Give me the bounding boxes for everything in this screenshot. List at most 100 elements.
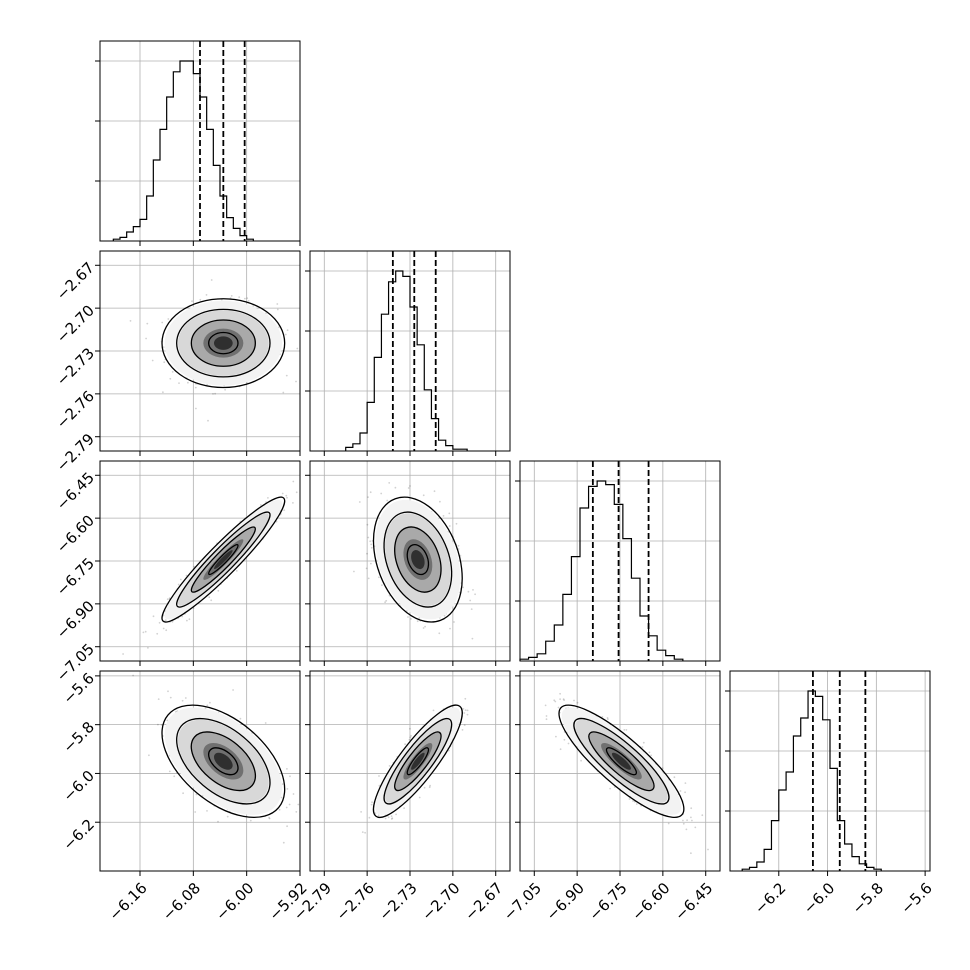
- scatter-point: [467, 590, 470, 593]
- scatter-point: [226, 815, 229, 818]
- contour-line: [208, 747, 239, 776]
- x-tick-label: −6.90: [543, 879, 588, 924]
- contour-line: [406, 543, 430, 576]
- x-tick-label: −6.08: [159, 879, 204, 924]
- scatter-point: [386, 499, 389, 502]
- scatter-point: [625, 729, 628, 731]
- scatter-point: [691, 819, 693, 822]
- scatter-point: [206, 704, 209, 707]
- scatter-point: [545, 715, 548, 717]
- scatter-point: [448, 525, 451, 527]
- scatter-point: [199, 298, 202, 301]
- x-tick-label: −6.16: [106, 879, 151, 924]
- scatter-point: [390, 815, 393, 818]
- contour-line: [394, 731, 442, 792]
- panel-frame: [519, 670, 721, 872]
- scatter-point: [370, 543, 373, 546]
- scatter-point: [462, 708, 465, 710]
- scatter-point: [286, 825, 288, 828]
- scatter-point: [164, 619, 167, 622]
- scatter-point: [377, 814, 380, 817]
- scatter-point: [391, 817, 394, 820]
- scatter-point: [144, 630, 147, 633]
- scatter-point: [162, 346, 165, 348]
- contour-line: [558, 704, 685, 818]
- scatter-point: [374, 812, 377, 815]
- scatter-point: [230, 295, 233, 297]
- scatter-point: [292, 793, 295, 795]
- scatter-point: [628, 798, 631, 800]
- scatter-point: [667, 822, 670, 825]
- scatter-point: [424, 625, 426, 628]
- contour-line: [176, 308, 271, 378]
- scatter-point: [285, 494, 288, 497]
- scatter-point: [407, 616, 409, 618]
- x-tick-label: −2.67: [461, 879, 506, 924]
- scatter-point: [276, 303, 279, 305]
- scatter-point: [187, 381, 189, 384]
- scatter-point: [439, 500, 441, 503]
- scatter-point: [173, 775, 176, 778]
- scatter-point: [623, 729, 626, 731]
- scatter-point: [466, 713, 469, 716]
- contour-line: [394, 526, 442, 593]
- scatter-point: [288, 803, 291, 806]
- scatter-point: [142, 631, 145, 634]
- scatter-point: [235, 570, 238, 572]
- scatter-point: [151, 359, 154, 362]
- scatter-point: [555, 735, 557, 738]
- scatter-point: [423, 786, 426, 789]
- density-fill: [611, 752, 631, 770]
- y-tick-label: −6.90: [53, 597, 98, 642]
- scatter-point: [553, 699, 556, 702]
- scatter-panel-3-2: [305, 460, 511, 666]
- scatter-panel-4-1: [95, 670, 301, 876]
- scatter-point: [365, 567, 368, 570]
- panel-content: [353, 482, 476, 640]
- contour-line: [406, 747, 430, 776]
- scatter-point: [296, 347, 299, 350]
- scatter-point: [122, 653, 124, 655]
- scatter-point: [472, 589, 474, 591]
- scatter-point: [682, 822, 685, 825]
- scatter-point: [166, 719, 169, 722]
- scatter-point: [366, 552, 368, 555]
- y-tick-label: −2.73: [53, 344, 98, 389]
- panel-frame: [519, 460, 721, 662]
- scatter-point: [448, 512, 451, 515]
- scatter-point: [285, 806, 288, 809]
- scatter-point: [429, 784, 431, 787]
- scatter-point: [281, 492, 284, 495]
- scatter-point: [295, 491, 298, 494]
- scatter-point: [169, 696, 172, 699]
- scatter-point: [635, 803, 638, 805]
- x-tick-label: −6.60: [628, 879, 673, 924]
- scatter-point: [673, 776, 676, 779]
- scatter-point: [410, 735, 412, 737]
- scatter-point: [388, 482, 391, 484]
- scatter-point: [278, 808, 281, 811]
- scatter-point: [214, 392, 217, 395]
- histogram-step-line: [741, 690, 882, 871]
- scatter-point: [194, 811, 197, 813]
- scatter-point: [641, 746, 644, 748]
- y-tick-label: −6.60: [53, 511, 98, 556]
- scatter-point: [182, 792, 185, 795]
- scatter-point: [384, 817, 387, 820]
- scatter-point: [265, 312, 267, 314]
- scatter-point: [292, 480, 295, 483]
- scatter-point: [380, 492, 383, 495]
- scatter-point: [367, 536, 370, 539]
- scatter-point: [685, 828, 688, 831]
- scatter-point: [186, 619, 188, 622]
- scatter-point: [166, 598, 169, 601]
- contour-line: [208, 543, 239, 576]
- scatter-point: [707, 848, 709, 851]
- scatter-point: [378, 576, 380, 579]
- scatter-point: [462, 586, 464, 589]
- scatter-point: [239, 717, 242, 720]
- contour-line: [372, 704, 463, 818]
- scatter-point: [268, 817, 271, 820]
- scatter-point: [281, 783, 284, 785]
